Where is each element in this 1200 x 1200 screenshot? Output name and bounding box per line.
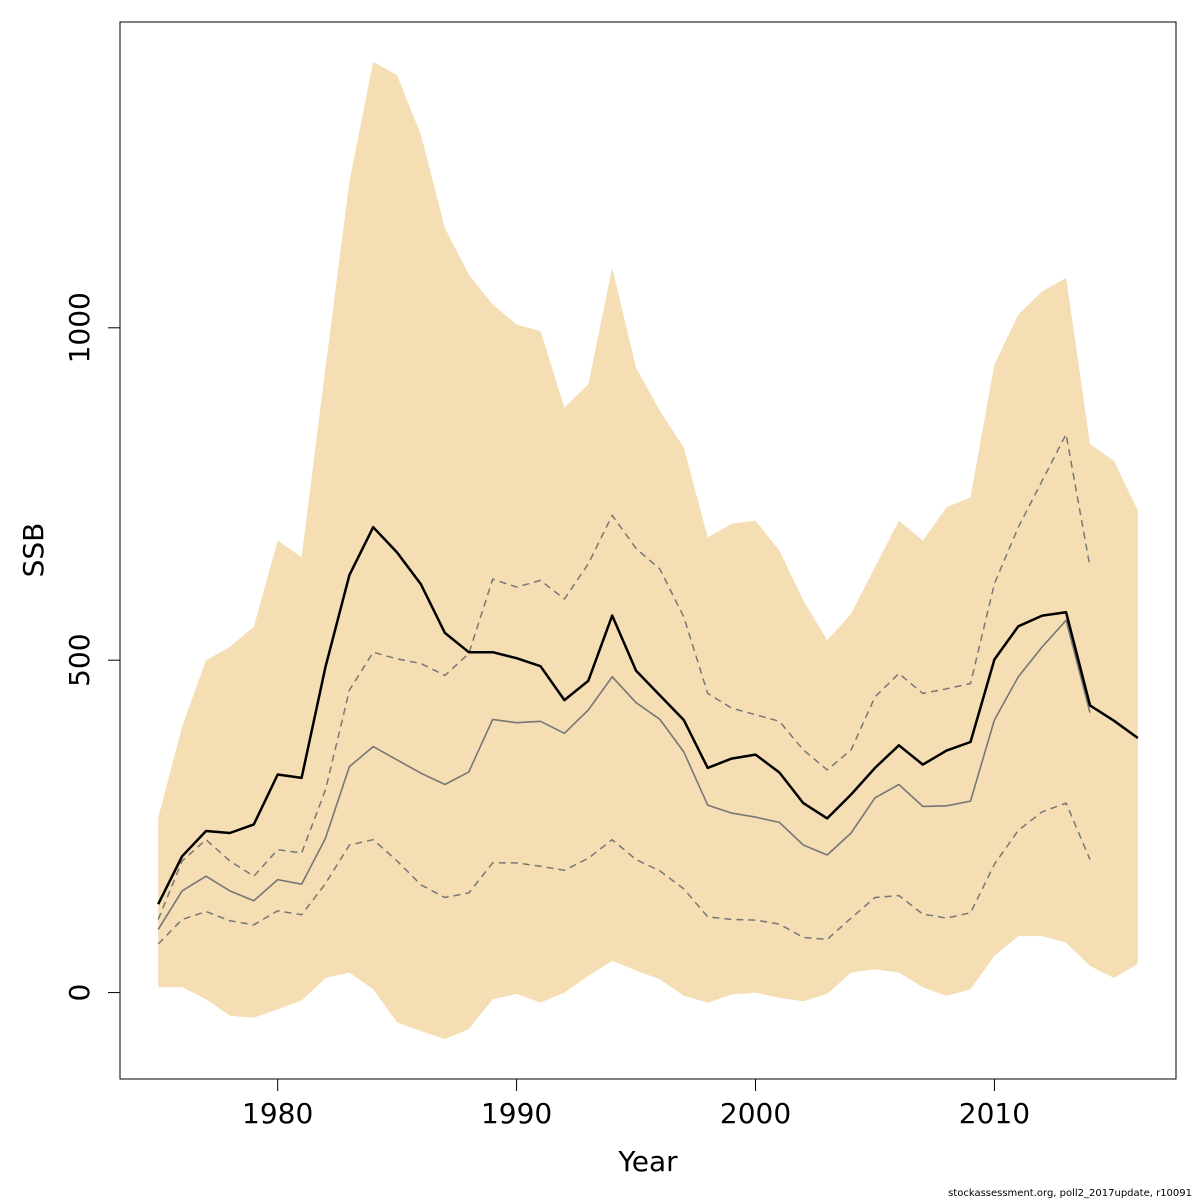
- x-tick-label: 2010: [959, 1097, 1030, 1130]
- y-tick-label: 0: [63, 984, 96, 1002]
- confidence-band-area: [158, 61, 1138, 1040]
- y-axis: 0 500 1000: [63, 292, 121, 1002]
- series-line-dashed: [157, 802, 1091, 945]
- series-line-bold: [157, 525, 1139, 905]
- x-axis: 1980 1990 2000 2010: [242, 1078, 1030, 1130]
- confidence-band: [158, 61, 1138, 1040]
- series-line-thin: [157, 619, 1091, 930]
- footer-note: stockassessment.org, poll2_2017update, r…: [948, 1188, 1192, 1199]
- y-tick-label: 1000: [63, 292, 96, 363]
- x-tick-label: 1980: [242, 1097, 313, 1130]
- x-axis-label: Year: [617, 1145, 678, 1178]
- series-line-dashed: [157, 433, 1091, 920]
- x-tick-label: 1990: [481, 1097, 552, 1130]
- y-tick-label: 500: [63, 633, 96, 686]
- y-axis-label: SSB: [17, 523, 50, 578]
- x-tick-label: 2000: [720, 1097, 791, 1130]
- series-lines: [157, 433, 1139, 945]
